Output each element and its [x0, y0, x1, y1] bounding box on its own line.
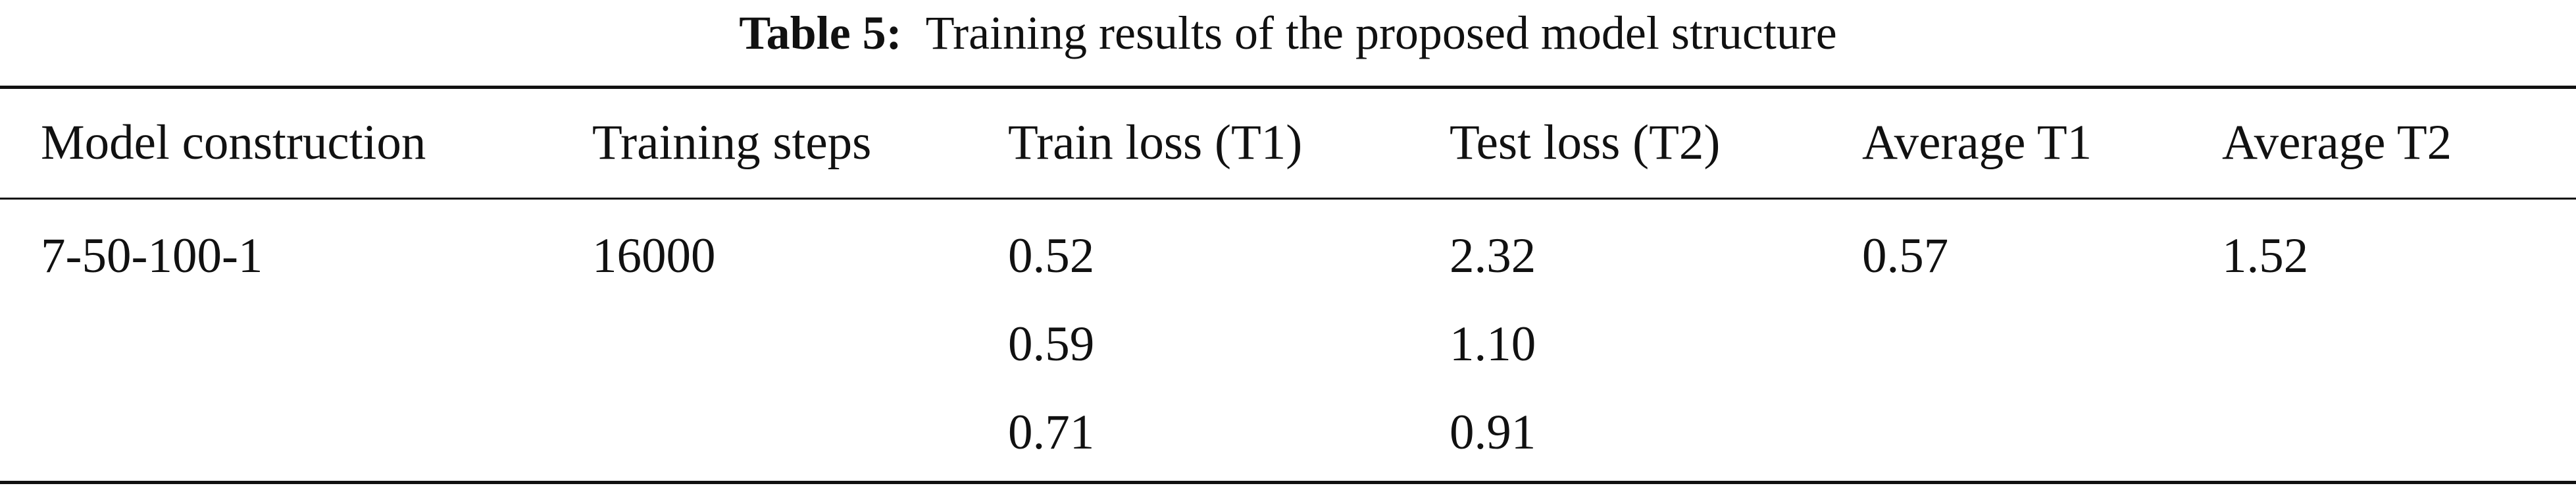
- cell-average-t1: 0.57: [1862, 229, 1949, 283]
- table-bottom-rule: [0, 481, 2576, 484]
- header-model-construction: Model construction: [41, 115, 426, 170]
- header-average-t1: Average T1: [1862, 115, 2092, 170]
- cell-average-t2: 1.52: [2222, 229, 2309, 283]
- cell-train-loss-2: 0.59: [1008, 317, 1095, 371]
- cell-test-loss-1: 2.32: [1450, 229, 1536, 283]
- cell-test-loss-3: 0.91: [1450, 405, 1536, 460]
- table-caption-label: Table 5:: [739, 7, 902, 59]
- header-average-t2: Average T2: [2222, 115, 2452, 170]
- header-test-loss: Test loss (T2): [1450, 115, 1721, 170]
- cell-train-loss-1: 0.52: [1008, 229, 1095, 283]
- header-train-loss: Train loss (T1): [1008, 115, 1303, 170]
- table-top-rule: [0, 86, 2576, 89]
- table-header-rule: [0, 198, 2576, 200]
- cell-train-loss-3: 0.71: [1008, 405, 1095, 460]
- header-training-steps: Training steps: [592, 115, 872, 170]
- cell-training-steps: 16000: [592, 229, 716, 283]
- table-caption-text: Training results of the proposed model s…: [925, 7, 1837, 59]
- cell-model-construction: 7-50-100-1: [41, 229, 263, 283]
- table-caption: Table 5: Training results of the propose…: [0, 0, 2576, 66]
- cell-test-loss-2: 1.10: [1450, 317, 1536, 371]
